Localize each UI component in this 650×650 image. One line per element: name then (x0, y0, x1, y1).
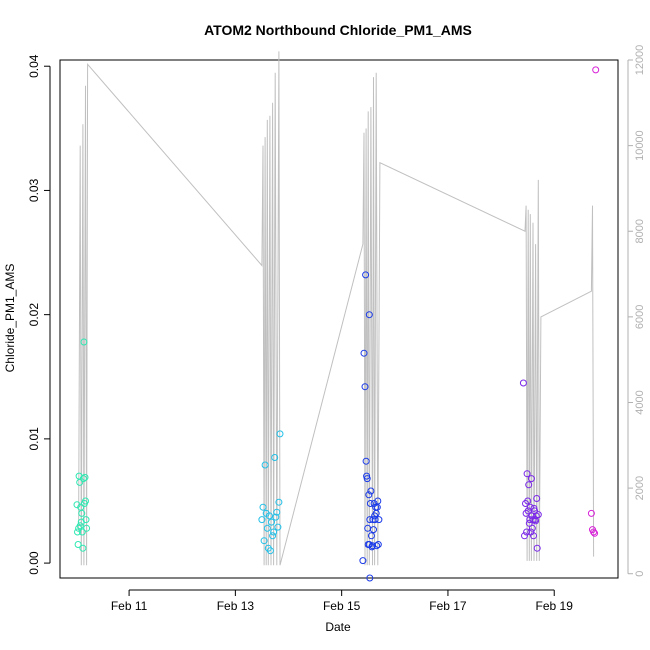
y-tick-label: 0.04 (27, 54, 41, 78)
y-tick-label: 0.02 (27, 303, 41, 327)
data-point (366, 574, 374, 582)
data-point (367, 532, 375, 540)
data-point (274, 523, 282, 531)
data-point (270, 528, 278, 536)
x-axis: Feb 11 Feb 13 Feb 15 Feb 17 Feb 19 (111, 589, 574, 613)
data-point (532, 517, 540, 525)
data-point (76, 478, 84, 486)
y2-tick-label: 0 (634, 571, 646, 577)
data-point (261, 461, 269, 469)
data-point (367, 487, 375, 495)
data-point (523, 528, 531, 536)
data-point (533, 544, 541, 552)
data-point (531, 507, 539, 515)
y-axis: 0.00 0.01 0.02 0.03 0.04 (27, 54, 51, 575)
data-point (362, 271, 370, 279)
data-point (374, 541, 382, 548)
data-point (81, 473, 89, 481)
data-point (590, 528, 598, 536)
secondary-y-axis: 0 2000 4000 6000 8000 10000 12000 (627, 45, 646, 577)
data-point (265, 512, 273, 520)
x-tick-label: Feb 17 (429, 599, 467, 613)
data-point (269, 532, 277, 540)
data-point (360, 349, 368, 357)
data-point (363, 475, 371, 483)
x-tick-label: Feb 15 (323, 599, 361, 613)
y-tick-label: 0.00 (27, 551, 41, 575)
data-point (366, 500, 374, 507)
data-point (78, 528, 86, 536)
y2-tick-label: 4000 (634, 390, 646, 414)
data-point (528, 524, 536, 532)
data-point (76, 522, 84, 530)
data-point (519, 379, 527, 387)
y2-tick-label: 2000 (634, 476, 646, 500)
data-point (534, 511, 542, 519)
data-point (361, 383, 369, 391)
data-point (592, 66, 600, 74)
plot-frame (59, 59, 619, 579)
data-point (359, 557, 367, 565)
y-axis-label: Chloride_PM1_AMS (3, 264, 17, 373)
data-point (365, 491, 373, 499)
data-point (80, 338, 88, 346)
secondary-line-series (78, 51, 595, 566)
data-point (530, 532, 537, 540)
data-point (275, 498, 283, 506)
data-point (374, 497, 382, 505)
data-point (521, 532, 528, 540)
data-point (370, 526, 377, 534)
data-point (525, 481, 533, 489)
x-tick-label: Feb 13 (217, 599, 255, 613)
x-tick-label: Feb 11 (111, 599, 148, 613)
data-point (365, 311, 373, 319)
y2-tick-label: 10000 (634, 130, 646, 161)
data-point (527, 475, 535, 483)
data-point (82, 497, 89, 505)
data-point (276, 430, 284, 438)
scatter-points (73, 66, 600, 582)
data-point (525, 519, 533, 527)
data-point (271, 454, 279, 461)
data-point (74, 541, 82, 548)
data-point (268, 518, 275, 526)
data-point (78, 509, 86, 517)
data-point (259, 503, 267, 511)
x-axis-label: Date (325, 620, 351, 634)
data-point (366, 516, 374, 524)
y2-tick-label: 8000 (634, 219, 646, 243)
data-point (266, 547, 274, 555)
data-point (82, 516, 90, 524)
x-tick-label: Feb 19 (536, 599, 574, 613)
data-point (533, 495, 541, 502)
y2-tick-label: 6000 (634, 305, 646, 329)
data-point (591, 529, 599, 537)
plot-area (59, 59, 619, 579)
data-point (362, 457, 370, 465)
data-point (373, 542, 381, 550)
data-point (83, 524, 91, 532)
data-point (524, 497, 532, 505)
data-point (258, 516, 266, 524)
data-point (74, 528, 81, 536)
data-point (263, 524, 271, 532)
data-point (79, 475, 87, 483)
data-point (79, 544, 87, 552)
data-point (273, 508, 281, 516)
data-point (523, 470, 531, 478)
secondary-line-0 (78, 51, 595, 566)
data-point (272, 513, 280, 521)
y-tick-label: 0.03 (27, 178, 41, 202)
chart-title: ATOM2 Northbound Chloride_PM1_AMS (204, 22, 472, 38)
data-point (526, 503, 534, 511)
y2-tick-label: 12000 (634, 45, 646, 76)
data-point (260, 537, 268, 545)
data-point (587, 509, 595, 517)
data-point (375, 516, 383, 524)
y-tick-label: 0.01 (27, 427, 41, 451)
